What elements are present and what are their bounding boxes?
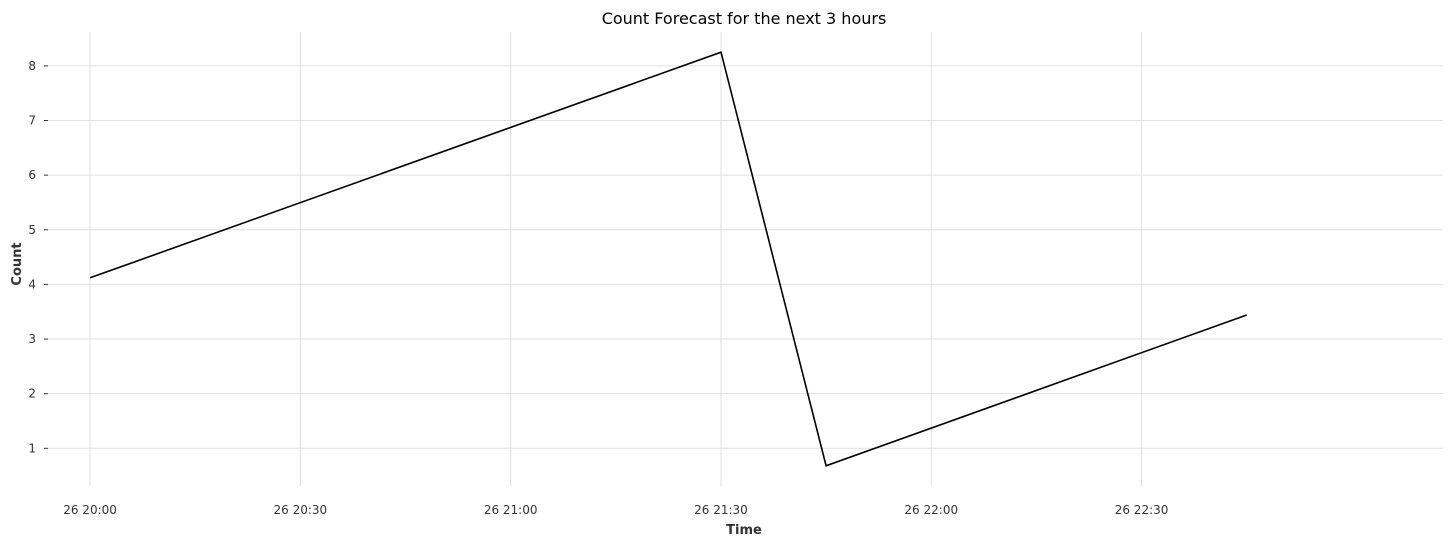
y-tick-label: 6 xyxy=(28,168,36,182)
chart-title: Count Forecast for the next 3 hours xyxy=(602,9,887,28)
y-axis-title: Count xyxy=(10,242,25,285)
y-tick-label: 4 xyxy=(28,277,36,291)
y-tick-label: 3 xyxy=(28,332,36,346)
series-line xyxy=(89,51,1247,467)
x-tick-label: 26 21:30 xyxy=(694,503,748,517)
y-tick-label: 1 xyxy=(28,441,36,455)
y-tick-label: 2 xyxy=(28,387,36,401)
y-tick-label: 5 xyxy=(28,223,36,237)
x-axis-title: Time xyxy=(726,523,762,538)
x-tick-label: 26 21:00 xyxy=(484,503,538,517)
series xyxy=(89,51,1247,467)
x-tick-label: 26 22:30 xyxy=(1115,503,1169,517)
axis-ticks: 26 20:00 26 20:30 26 21:00 26 21:30 26 22:00… xyxy=(28,59,1168,517)
x-tick-label: 26 20:30 xyxy=(274,503,328,517)
y-tick-label: 8 xyxy=(28,59,36,73)
y-tick-label: 7 xyxy=(28,114,36,128)
x-tick-label: 26 20:00 xyxy=(63,503,117,517)
x-tick-label: 26 22:00 xyxy=(904,503,958,517)
grid xyxy=(48,32,1443,486)
